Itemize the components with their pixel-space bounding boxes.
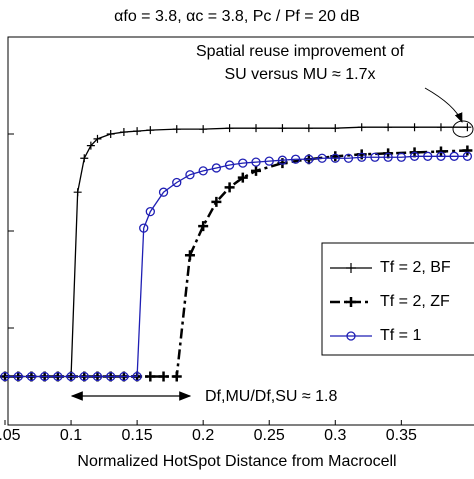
data-point — [237, 172, 248, 183]
series-line — [5, 155, 468, 378]
legend-label: Tf = 1 — [380, 327, 421, 344]
data-point — [304, 124, 313, 133]
data-point — [317, 153, 327, 163]
data-point — [158, 187, 169, 197]
data-point — [435, 146, 446, 157]
data-point — [172, 125, 181, 134]
data-point — [119, 371, 129, 382]
data-point — [304, 154, 314, 164]
data-point — [436, 151, 446, 161]
data-point — [423, 151, 433, 161]
data-point — [357, 152, 367, 162]
data-point — [53, 371, 63, 382]
data-point — [396, 152, 406, 162]
data-point — [145, 206, 155, 217]
data-point — [277, 155, 288, 165]
data-point — [252, 124, 261, 133]
data-point — [370, 152, 380, 162]
data-point — [198, 221, 209, 232]
annotation: Spatial reuse improvement of — [196, 43, 405, 60]
data-point — [132, 371, 142, 382]
data-point — [436, 123, 445, 132]
data-point — [145, 371, 156, 382]
x-tick-label: 0.1 — [60, 427, 82, 444]
data-point — [86, 141, 95, 150]
data-point — [238, 158, 248, 168]
data-point — [39, 371, 50, 382]
data-point — [172, 177, 182, 188]
legend-label: Tf = 2, BF — [380, 259, 451, 276]
data-point — [66, 371, 76, 382]
x-tick-label: 0.35 — [386, 427, 417, 444]
data-point — [449, 151, 459, 161]
data-point — [225, 124, 234, 133]
legend-marker — [346, 263, 356, 273]
annotation: SU versus MU ≈ 1.7x — [224, 66, 375, 83]
data-point — [93, 134, 102, 143]
data-point — [79, 371, 89, 382]
x-tick-label: 0.15 — [122, 427, 153, 444]
data-point — [133, 127, 142, 136]
data-point — [331, 124, 340, 133]
series-line — [5, 149, 468, 378]
annotation: Df,MU/Df,SU ≈ 1.8 — [205, 388, 337, 405]
data-point — [410, 123, 419, 132]
data-point — [264, 156, 274, 166]
x-axis-label: Normalized HotSpot Distance from Macroce… — [77, 453, 396, 470]
chart-title: αfo = 3.8, αc = 3.8, Pc / Pf = 20 dB — [114, 8, 360, 25]
data-point — [184, 250, 195, 261]
data-point — [462, 145, 473, 156]
data-point — [409, 151, 420, 161]
data-point — [119, 128, 128, 137]
data-point — [106, 371, 116, 382]
data-point — [146, 126, 155, 135]
annotation-circle — [452, 120, 474, 138]
data-point — [13, 371, 23, 382]
data-point — [26, 371, 37, 382]
data-point — [211, 196, 222, 207]
x-tick-label: 0.3 — [324, 427, 346, 444]
data-point — [185, 170, 195, 180]
data-point — [251, 157, 261, 167]
data-point — [251, 165, 262, 176]
data-point — [73, 188, 82, 197]
data-point — [139, 223, 149, 233]
x-tick-label: 0.25 — [254, 427, 285, 444]
data-point — [158, 371, 169, 382]
data-point — [106, 130, 115, 138]
data-point — [224, 182, 235, 193]
data-point — [199, 125, 208, 134]
data-point — [384, 123, 393, 132]
legend-label: Tf = 2, ZF — [380, 293, 450, 310]
data-point — [330, 153, 340, 163]
data-point — [357, 123, 366, 132]
data-point — [462, 151, 473, 161]
data-point — [80, 154, 89, 163]
x-tick-label: 0.05 — [0, 427, 21, 444]
plot-frame — [7, 36, 474, 426]
data-point — [211, 163, 222, 173]
data-point — [224, 160, 235, 170]
data-point — [278, 124, 287, 133]
data-point — [0, 371, 10, 382]
legend-marker — [346, 297, 356, 307]
annotation-arrow — [424, 87, 463, 123]
data-point — [198, 166, 208, 176]
plot-area — [0, 123, 473, 382]
x-tick-label: 0.2 — [192, 427, 214, 444]
data-point — [463, 123, 472, 132]
data-point — [92, 371, 103, 382]
data-point — [171, 371, 182, 382]
data-point — [290, 154, 301, 164]
data-point — [383, 152, 393, 162]
data-point — [343, 153, 354, 163]
legend-marker — [346, 331, 356, 341]
